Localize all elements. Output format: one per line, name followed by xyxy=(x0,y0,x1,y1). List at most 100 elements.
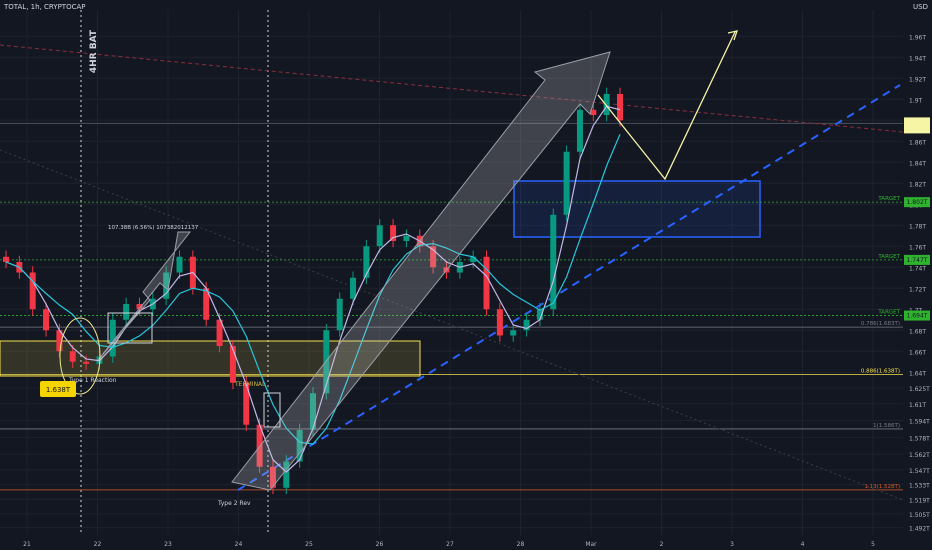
candle-body[interactable] xyxy=(376,225,383,247)
currency-label: USD xyxy=(913,3,928,11)
type2-label: Type 2 Rev xyxy=(217,500,251,507)
candle-body[interactable] xyxy=(203,288,210,320)
candle-body[interactable] xyxy=(350,277,357,299)
price-tick-label: 1.84T xyxy=(909,160,926,167)
candle-body[interactable] xyxy=(576,109,583,152)
price-tick-label: 1.519T xyxy=(909,497,930,504)
reaction-ellipse xyxy=(59,317,101,395)
candle-body[interactable] xyxy=(310,393,316,430)
price-tick-label: 1.61T xyxy=(909,402,926,409)
time-tick-label: 27 xyxy=(446,541,454,548)
candle-body[interactable] xyxy=(296,430,303,462)
price-tick-label: 1.533T xyxy=(909,483,930,490)
price-tick-label: 1.94T xyxy=(909,55,926,62)
price-tick-label: 1.492T xyxy=(909,526,930,533)
candle-body[interactable] xyxy=(430,246,437,268)
price-tick-label: 1.72T xyxy=(909,286,926,293)
gray-diagonal xyxy=(0,149,904,501)
candle-body[interactable] xyxy=(229,346,236,383)
price-tick-label: 1.9T xyxy=(909,97,923,104)
time-axis[interactable]: 21 22 23 24 25 26 27 28 Mar 2 3 4 5 xyxy=(23,541,875,548)
candle-body[interactable] xyxy=(523,319,530,331)
candle-body[interactable] xyxy=(536,309,543,320)
candle-body[interactable] xyxy=(56,330,63,352)
support-trendline xyxy=(237,84,901,491)
candle-body[interactable] xyxy=(43,309,50,331)
candle-body[interactable] xyxy=(590,109,597,115)
callout-box xyxy=(40,381,76,397)
price-tick-label: 1.74T xyxy=(909,265,926,272)
candle-body[interactable] xyxy=(216,319,223,346)
candle-body[interactable] xyxy=(163,272,170,299)
candle-body[interactable] xyxy=(283,461,290,488)
candle-body[interactable] xyxy=(483,256,490,310)
price-axis-bg xyxy=(903,0,932,550)
candle-body[interactable] xyxy=(510,330,517,336)
candle-body[interactable] xyxy=(83,361,90,364)
price-tick-label: 1.86T xyxy=(909,139,926,146)
candle-body[interactable] xyxy=(550,214,557,310)
time-tick-label: 26 xyxy=(376,541,384,548)
candle-body[interactable] xyxy=(603,94,610,115)
candle-body[interactable] xyxy=(496,309,503,336)
candle-body[interactable] xyxy=(176,256,183,273)
candle-body[interactable] xyxy=(323,330,330,394)
price-tick-label: 1.92T xyxy=(909,76,926,83)
candle-body[interactable] xyxy=(269,466,276,488)
price-tick-label: 1.578T xyxy=(909,435,930,442)
trend-lines xyxy=(0,44,904,501)
level-label: TARGET xyxy=(877,254,900,260)
level-label: 0.886(1.638T) xyxy=(861,368,900,374)
candle-body[interactable] xyxy=(3,256,9,262)
candle-body[interactable] xyxy=(109,319,116,357)
candle-body[interactable] xyxy=(123,304,130,320)
grid xyxy=(0,10,903,535)
price-tick-label: 1.82T xyxy=(909,181,926,188)
terminal-label: TERMINAL xyxy=(234,381,266,388)
candle-body[interactable] xyxy=(69,351,76,362)
up-arrow-left xyxy=(97,231,192,361)
projection-path xyxy=(597,31,736,181)
candle-body[interactable] xyxy=(136,304,143,310)
level-label: 0.786(1.683T) xyxy=(861,321,900,327)
target-price-badge xyxy=(904,197,930,208)
projection-arrowhead xyxy=(727,30,738,41)
price-tick-label: 1.625T xyxy=(909,386,930,393)
time-tick-label: 22 xyxy=(94,541,102,548)
price-axis[interactable]: 1.96T1.94T1.92T1.9T1.88T1.86T1.84T1.82T1… xyxy=(903,0,932,550)
candle-body[interactable] xyxy=(563,151,570,215)
price-tick-label: 1.76T xyxy=(909,244,926,251)
candle-body[interactable] xyxy=(243,382,250,425)
ma-fast-line xyxy=(5,105,621,473)
candle-body[interactable] xyxy=(390,225,397,241)
candle-body[interactable] xyxy=(470,256,477,262)
level-label: 1.13(1.528T) xyxy=(864,484,900,490)
price-tick-label: 1.66T xyxy=(909,349,926,356)
time-tick-label: 28 xyxy=(517,541,525,548)
terminal-box xyxy=(263,392,281,428)
candle-body[interactable] xyxy=(617,94,623,121)
level-label: TARGET xyxy=(877,310,900,316)
last-price-badge xyxy=(904,117,930,134)
target-price-value: 1.694T xyxy=(907,313,928,320)
price-tick-label: 1.68T xyxy=(909,328,926,335)
time-tick-label: Mar xyxy=(585,541,597,548)
measure-label: 107.38B (6.56%) 107382012137 xyxy=(108,225,199,231)
time-tick-label: 23 xyxy=(164,541,172,548)
time-tick-label: 5 xyxy=(871,541,875,548)
price-tick-label: 1.78T xyxy=(909,223,926,230)
candle-body[interactable] xyxy=(403,235,410,241)
candle-body[interactable] xyxy=(29,272,36,310)
time-tick-label: 21 xyxy=(23,541,31,548)
time-tick-label: 24 xyxy=(235,541,243,548)
overlays: 4HR BAT 107.38B (6.56%) 107382012137 Type … xyxy=(5,29,928,507)
candle-body[interactable] xyxy=(336,298,343,331)
candle-body[interactable] xyxy=(363,246,370,278)
price-tick-label: 1.505T xyxy=(909,512,930,519)
time-tick-label: 3 xyxy=(730,541,734,548)
time-tick-label: 4 xyxy=(801,541,805,548)
level-label: 1(1.586T) xyxy=(873,423,900,429)
type1-label: Type 1 Reaction xyxy=(68,377,117,384)
